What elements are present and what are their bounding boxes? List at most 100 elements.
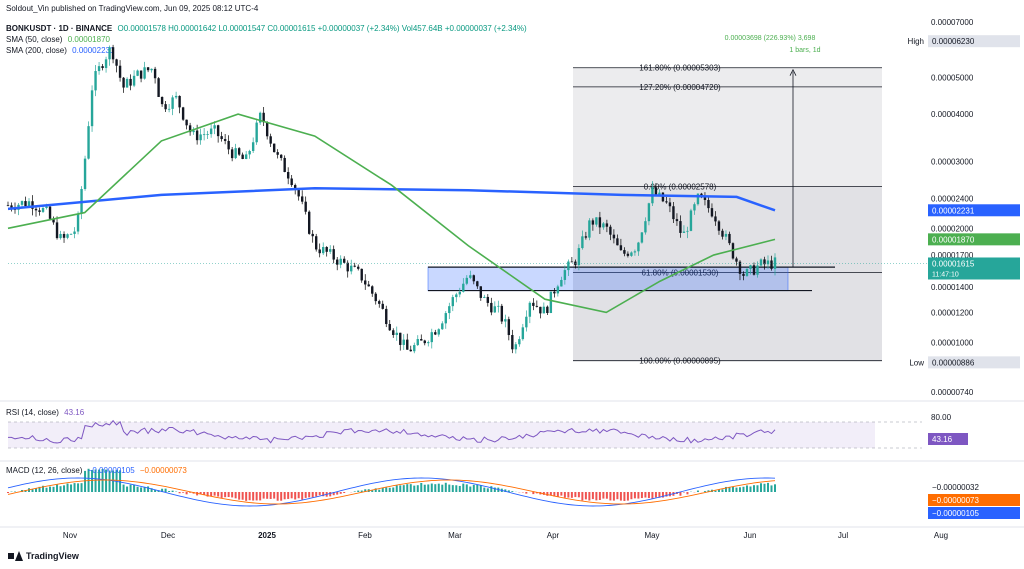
candle-body (122, 77, 125, 88)
fibonacci-zone (573, 67, 882, 361)
candle-body (609, 226, 612, 235)
candle-body (279, 154, 283, 158)
candle-body (94, 71, 97, 91)
time-axis-tick: Jul (838, 531, 848, 540)
macd-bar (248, 492, 251, 501)
macd-bar (259, 492, 262, 501)
macd-bar (360, 490, 363, 492)
candle-body (696, 193, 700, 205)
macd-bar (332, 492, 335, 496)
macd-bar (707, 490, 710, 492)
tradingview-logo-icon (8, 551, 23, 561)
candle-body (427, 342, 430, 344)
candle-body (87, 126, 90, 159)
macd-bar (532, 492, 535, 495)
macd-bar (164, 488, 167, 492)
macd-bar (504, 489, 507, 492)
macd-bar (133, 484, 136, 492)
measure-sub-label: 1 bars, 1d (789, 47, 820, 54)
macd-bar (7, 492, 9, 494)
macd-bar (45, 487, 48, 492)
candle-body (269, 136, 272, 144)
candle-body (304, 201, 307, 212)
price-badge-bg (928, 35, 1020, 48)
candle-body (647, 203, 651, 222)
candle-body (290, 178, 293, 186)
candle-body (763, 259, 766, 265)
candle-body (563, 270, 567, 280)
candle-body (307, 211, 311, 234)
macd-bar (770, 485, 773, 492)
candle-body (749, 265, 752, 269)
candle-body (724, 233, 728, 237)
sma200-value: 0.00002231 (72, 46, 115, 55)
candle-body (546, 306, 549, 313)
rsi-badge: 43.16 (928, 433, 968, 445)
macd-bar (462, 483, 465, 492)
candle-body (283, 157, 286, 173)
price-badge-sub: 11:47:10 (932, 271, 959, 278)
macd-bar (311, 492, 314, 498)
time-axis-tick: Mar (448, 531, 462, 540)
macd-bar (423, 484, 426, 492)
sma200-legend: SMA (200, close) 0.00002231 (6, 46, 114, 55)
candle-body (532, 302, 535, 306)
price-badge-bg (928, 204, 1020, 217)
macd-bar (455, 485, 458, 492)
macd-bar (336, 492, 339, 495)
candle-body (742, 273, 745, 276)
candle-body (577, 248, 581, 266)
macd-bar (448, 484, 451, 492)
candle-body (171, 97, 174, 109)
candle-body (773, 257, 777, 269)
candle-body (209, 128, 213, 135)
sma200-line (7, 187, 776, 212)
macd-bar (560, 492, 563, 496)
macd-bar (234, 492, 237, 499)
rsi-line (7, 419, 776, 444)
macd-bar (444, 482, 447, 492)
candle-body (76, 213, 80, 232)
price-badge-bg (928, 257, 1020, 280)
macd-bar (654, 492, 657, 498)
macd-bar (416, 485, 419, 492)
macd-bar (570, 492, 573, 498)
macd-bar (273, 492, 276, 499)
candle-body (104, 59, 108, 69)
macd-bar (353, 491, 356, 492)
macd-bar (126, 486, 129, 492)
macd-bar (269, 492, 272, 499)
macd-bar (465, 484, 468, 492)
candle-body (689, 210, 693, 231)
macd-bar (42, 485, 45, 492)
macd-bar (206, 492, 209, 497)
candle-body (420, 339, 423, 341)
candle-body (174, 95, 178, 98)
candle-body (265, 122, 269, 137)
macd-bar (626, 492, 629, 501)
time-axis-tick: Aug (934, 531, 948, 540)
macd-bar (378, 489, 381, 492)
macd-bar (619, 492, 622, 501)
macd-bar (238, 492, 241, 500)
candle-body (97, 66, 101, 72)
rsi-legend: RSI (14, close) 43.16 (6, 408, 84, 417)
candle-body (507, 319, 511, 336)
candle-body (101, 66, 104, 69)
candle-body (469, 275, 472, 278)
macd-bar (395, 485, 398, 492)
macd-bar (493, 487, 496, 492)
macd-bar (108, 470, 111, 492)
candle-body (658, 192, 661, 195)
macd-bar (84, 470, 87, 492)
macd-bar (322, 492, 325, 497)
candle-body (272, 143, 276, 153)
macd-bar (31, 489, 34, 492)
candle-body (339, 258, 342, 265)
macd-bar (304, 492, 307, 498)
macd-bar (735, 487, 738, 492)
time-axis-tick: Nov (63, 531, 77, 540)
price-badge-value: 0.00001615 (932, 259, 975, 268)
macd-bar (381, 487, 384, 492)
